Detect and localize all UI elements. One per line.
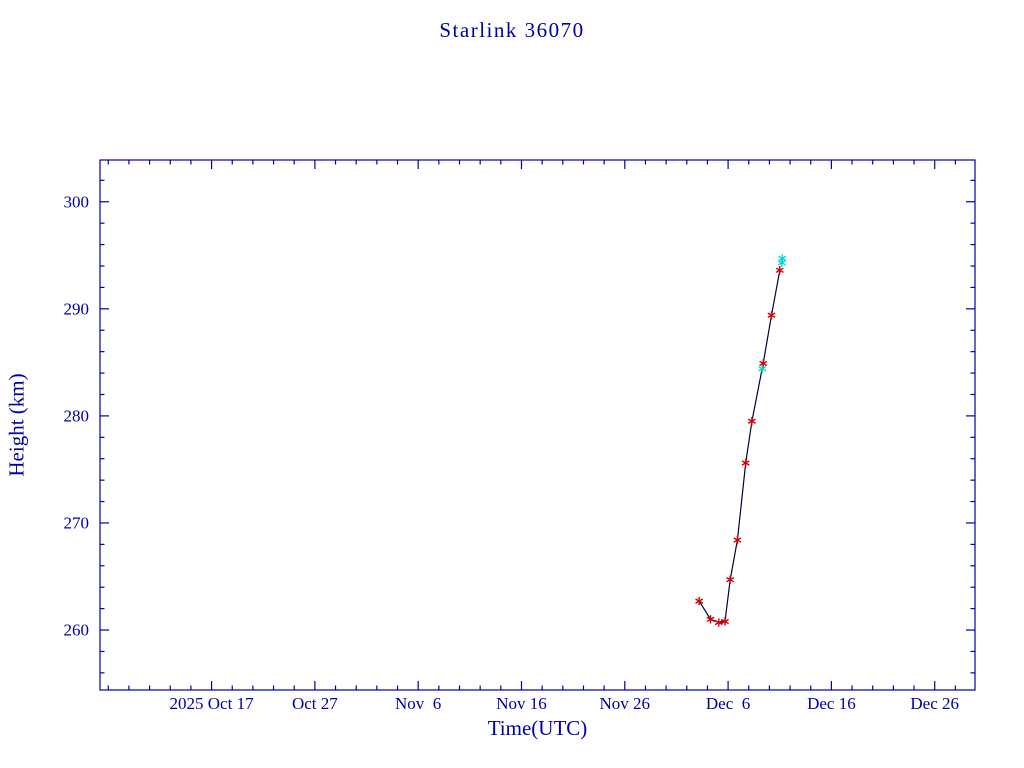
y-axis-label: Height (km) bbox=[4, 373, 29, 477]
observed-height-marker bbox=[720, 617, 730, 626]
data-series bbox=[695, 254, 787, 627]
x-tick-label: Nov 16 bbox=[496, 694, 547, 713]
axes-frame-and-ticks bbox=[99, 159, 976, 691]
x-tick-label: Nov 26 bbox=[600, 694, 651, 713]
predicted-height-marker bbox=[778, 254, 787, 263]
x-tick-label: Oct 27 bbox=[292, 694, 338, 713]
observed-height-marker bbox=[733, 535, 742, 545]
y-tick-label: 260 bbox=[64, 621, 90, 640]
y-tick-label: 280 bbox=[64, 406, 90, 425]
x-tick-label: Dec 6 bbox=[706, 694, 750, 713]
tick-labels: 2025 Oct 17 Oct 27 Nov 6 Nov 16 Nov 26 Dec 6 D… bbox=[64, 192, 960, 713]
observed-height-marker bbox=[759, 359, 768, 368]
observed-height-marker bbox=[741, 458, 750, 468]
x-tick-label: Nov 6 bbox=[395, 694, 441, 713]
x-tick-label: Dec 26 bbox=[910, 694, 959, 713]
y-tick-label: 290 bbox=[64, 299, 90, 318]
x-tick-label: Dec 16 bbox=[807, 694, 856, 713]
observed-height-marker bbox=[726, 575, 735, 584]
x-axis-label: Time(UTC) bbox=[487, 716, 588, 740]
observed-height-marker bbox=[775, 266, 784, 275]
observed-height-marker bbox=[714, 618, 723, 627]
observed-height-marker bbox=[695, 596, 704, 606]
chart-title: Starlink 36070 bbox=[439, 18, 585, 42]
observed-height-marker bbox=[767, 311, 776, 320]
observed-height-marker bbox=[747, 417, 756, 426]
y-tick-label: 270 bbox=[64, 513, 90, 532]
observed-height-marker bbox=[706, 615, 715, 624]
height-trend-line bbox=[698, 270, 781, 624]
y-tick-label: 300 bbox=[64, 192, 90, 211]
x-tick-label: 2025 Oct 17 bbox=[170, 694, 255, 713]
predicted-height-marker bbox=[758, 364, 767, 373]
